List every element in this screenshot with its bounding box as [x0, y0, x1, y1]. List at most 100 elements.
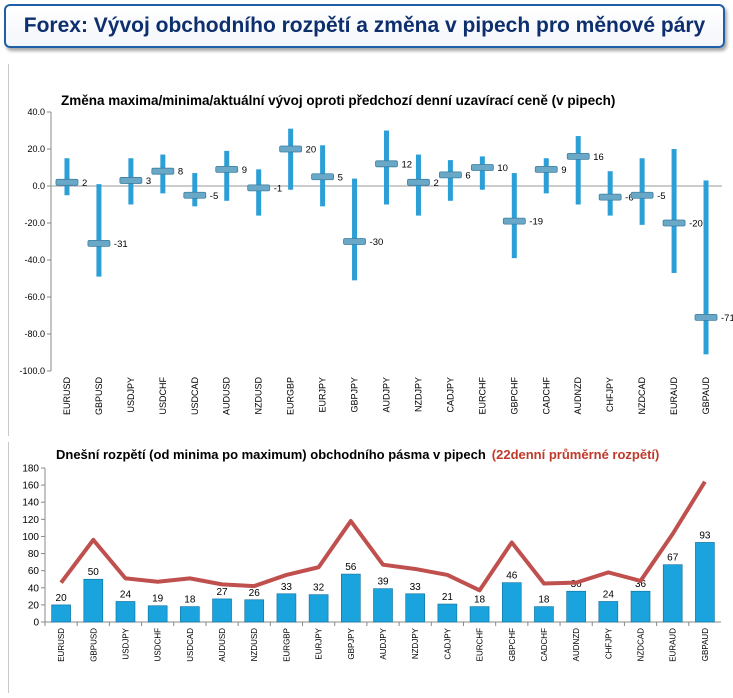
- spread-bar-label: 19: [152, 594, 164, 605]
- spread-bar: [244, 599, 265, 623]
- range-x-tick-label: AUDJPY: [382, 377, 392, 413]
- current-marker: [470, 164, 494, 171]
- spread-bar: [405, 593, 425, 623]
- range-bar: [64, 158, 70, 196]
- current-label: 20: [306, 145, 317, 156]
- range-y-tick-label: 0.0: [32, 181, 45, 191]
- spread-bar-label: 21: [442, 592, 454, 603]
- current-marker: [502, 217, 526, 225]
- spread-bar: [695, 542, 715, 623]
- current-marker: [119, 177, 143, 184]
- spread-y-tick-label: 40: [28, 583, 40, 594]
- current-label: -19: [529, 217, 543, 228]
- current-label: 9: [242, 165, 247, 176]
- spread-y-tick-label: 140: [22, 498, 39, 509]
- spread-bar-label: 32: [313, 583, 325, 594]
- range-x-tick-label: EURGBP: [286, 377, 296, 415]
- spread-bar: [147, 605, 168, 623]
- spread-x-tick-label: NZDUSD: [250, 628, 259, 662]
- spread-x-tick-label: GBPUSD: [89, 628, 98, 662]
- current-marker: [215, 165, 239, 173]
- current-label: 3: [146, 176, 151, 187]
- current-label: 10: [497, 163, 508, 174]
- range-y-tick-label: -80.0: [24, 329, 45, 339]
- spread-bar-label: 18: [538, 595, 550, 606]
- range-bar: [607, 171, 613, 216]
- spread-bar-label: 39: [377, 577, 389, 588]
- range-x-tick-label: NZDJPY: [413, 377, 423, 412]
- spread-chart-title-group: Dnešní rozpětí (od minima po maximum) ob…: [56, 447, 659, 462]
- range-bar: [447, 160, 453, 201]
- spread-bar: [437, 603, 458, 623]
- spread-bar-label: 26: [249, 588, 261, 599]
- spread-bar-label: 56: [345, 562, 357, 573]
- spread-bar-label: 46: [506, 571, 518, 582]
- spread-y-tick-label: 20: [28, 600, 40, 611]
- spread-y-tick-label: 180: [22, 464, 39, 475]
- spread-bar: [341, 573, 361, 623]
- range-x-tick-label: NZDCAD: [637, 377, 647, 415]
- range-x-tick-label: GBPAUD: [701, 377, 711, 415]
- current-marker: [566, 153, 590, 160]
- current-label: 2: [82, 178, 87, 189]
- spread-chart-title-highlight: (22denní průměrné rozpětí): [492, 447, 660, 462]
- spread-bar: [308, 594, 329, 623]
- current-marker: [630, 191, 654, 199]
- current-label: 5: [338, 172, 343, 183]
- spread-bar-label: 67: [667, 553, 679, 564]
- range-x-tick-label: CHFJPY: [605, 377, 615, 412]
- current-marker: [694, 313, 718, 321]
- current-marker: [662, 219, 686, 227]
- range-x-tick-label: AUDUSD: [222, 377, 232, 416]
- spread-x-tick-label: USDCAD: [186, 628, 195, 662]
- spread-bar-label: 18: [184, 595, 196, 606]
- spread-x-tick-label: USDCHF: [154, 628, 163, 661]
- spread-x-tick-label: AUDNZD: [572, 628, 581, 662]
- spread-x-tick-label: CHFJPY: [604, 627, 613, 659]
- spread-bar: [276, 593, 297, 623]
- spread-bar: [212, 598, 232, 623]
- spread-x-tick-label: AUDJPY: [379, 627, 388, 659]
- range-bar: [575, 136, 581, 205]
- range-y-tick-label: -100.0: [19, 366, 45, 376]
- range-bar: [511, 173, 517, 259]
- current-label: 2: [433, 178, 438, 189]
- spread-bar: [598, 601, 619, 623]
- range-chart-panel: Změna maxima/minima/aktuální vývoj oprot…: [8, 64, 733, 436]
- spread-x-tick-label: AUDUSD: [218, 628, 227, 662]
- current-marker: [534, 165, 558, 173]
- spread-x-tick-label: USDJPY: [121, 627, 130, 659]
- current-label: -31: [114, 239, 128, 250]
- range-bar: [224, 150, 230, 201]
- current-label: 9: [561, 165, 566, 176]
- spread-x-tick-label: EURAUD: [669, 628, 678, 662]
- current-marker: [598, 193, 622, 201]
- spread-bar: [115, 601, 136, 623]
- current-label: 12: [402, 159, 413, 170]
- spread-y-tick-label: 80: [28, 549, 40, 560]
- spread-bar: [501, 582, 522, 623]
- current-label: -20: [689, 219, 703, 230]
- spread-chart: Dnešní rozpětí (od minima po maximum) ob…: [22, 447, 721, 662]
- page-title: Forex: Vývoj obchodního rozpětí a změna …: [23, 14, 706, 37]
- range-x-tick-label: AUDNZD: [573, 377, 583, 415]
- range-bar: [96, 184, 102, 277]
- spread-chart-title: Dnešní rozpětí (od minima po maximum) ob…: [56, 447, 486, 462]
- range-x-tick-label: USDCHF: [158, 376, 168, 414]
- spread-x-tick-label: NZDJPY: [411, 627, 420, 659]
- spread-x-tick-label: EURGBP: [282, 628, 291, 662]
- range-y-tick-label: 20.0: [27, 144, 45, 154]
- current-marker: [375, 160, 398, 168]
- title-banner: Forex: Vývoj obchodního rozpětí a změna …: [4, 4, 725, 48]
- current-label: -71: [721, 313, 733, 324]
- spread-bar: [630, 590, 651, 623]
- range-chart: Změna maxima/minima/aktuální vývoj oprot…: [19, 93, 733, 416]
- spread-y-tick-label: 100: [22, 532, 39, 543]
- spread-bar-label: 33: [281, 582, 293, 593]
- spread-bar: [180, 606, 200, 623]
- spread-bar-label: 36: [571, 579, 583, 590]
- range-bar: [639, 158, 645, 225]
- spread-x-tick-label: GBPAUD: [701, 628, 710, 661]
- range-bar: [671, 149, 677, 273]
- current-marker: [151, 167, 175, 175]
